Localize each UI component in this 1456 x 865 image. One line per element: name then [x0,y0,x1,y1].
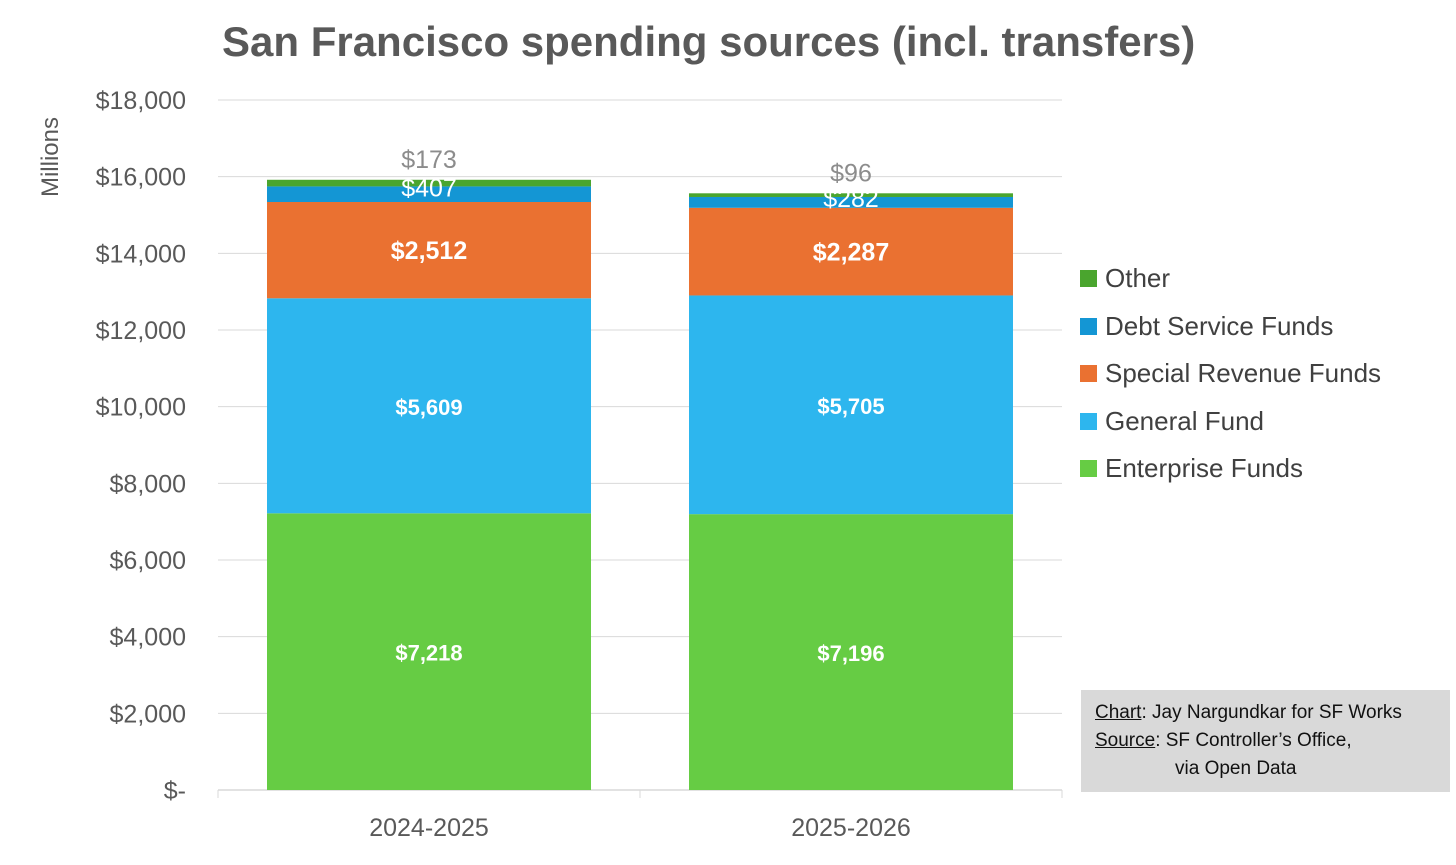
legend-label: Enterprise Funds [1105,453,1303,484]
legend-swatch [1080,317,1097,335]
y-tick-label: $2,000 [110,700,186,728]
data-label: $2,512 [391,237,467,265]
bars [267,179,1013,790]
x-axis-ticks: 2024-2025 2025-2026 [369,814,911,842]
data-label: $7,196 [817,641,884,666]
legend-swatch [1080,460,1097,478]
credit-source-value: : SF Controller’s Office, [1155,730,1352,751]
data-label: $96 [830,159,872,187]
credit-chart-value: : Jay Nargundkar for SF Works [1141,702,1402,723]
data-label: $407 [401,174,457,202]
bar-segment-enterprise-funds [267,513,591,790]
credit-chart-key: Chart [1095,702,1142,723]
x-tick-label: 2025-2026 [791,814,911,842]
legend-label: General Fund [1105,405,1264,436]
y-tick-label: $14,000 [96,240,186,268]
legend-item: Other [1080,255,1381,303]
legend-item: General Fund [1080,398,1381,446]
bar-segment-special-revenue-funds [267,202,591,299]
bar-segment-enterprise-funds [689,514,1013,790]
legend-label: Special Revenue Funds [1105,358,1382,389]
y-tick-label: $18,000 [96,87,186,115]
bar-segment-debt-service-funds [689,196,1013,208]
y-tick-label: $10,000 [96,394,186,422]
data-label: $5,705 [817,394,884,419]
legend-item: Debt Service Funds [1080,303,1381,351]
credit-source-key: Source [1095,730,1156,751]
bar-segment-special-revenue-funds [689,207,1013,296]
data-label: $173 [401,146,457,174]
y-tick-label: $12,000 [96,317,186,345]
bar-segment-general-fund [267,298,591,514]
chart-title: San Francisco spending sources (incl. tr… [222,18,1196,65]
bar-segment-debt-service-funds [267,186,591,203]
bar-segment-other [689,193,1013,197]
y-tick-label: $6,000 [110,547,186,575]
legend-item: Special Revenue Funds [1080,350,1381,398]
legend-swatch [1080,365,1097,383]
bar-segment-general-fund [689,295,1013,515]
legend-swatch [1080,412,1097,430]
legend-label: Debt Service Funds [1105,310,1334,341]
credit-source-line-2: via Open Data [1175,758,1297,779]
data-label: $5,609 [395,395,462,420]
credit-box: Chart: Jay Nargundkar for SF Works Sourc… [1081,690,1450,792]
data-label: $282 [823,185,879,213]
legend-item: Enterprise Funds [1080,445,1381,493]
legend-swatch [1080,270,1097,288]
data-label: $7,218 [395,641,462,666]
legend: Other Debt Service Funds Special Revenue F… [1080,255,1381,493]
y-axis-label: Millions [37,117,64,197]
data-label: $2,287 [813,239,889,267]
x-tick-label: 2024-2025 [369,814,489,842]
credit-chart-line: Chart: Jay Nargundkar for SF Works [1095,699,1450,727]
y-tick-label: $- [164,777,186,805]
bar-segment-other [267,179,591,187]
data-labels: $7,218 $5,609 $2,512 $407$173 $7,196 $5,705 $2… [391,146,889,666]
credit-source-line: Source: SF Controller’s Office, [1095,727,1450,755]
y-axis-ticks: $- $2,000 $4,000 $6,000 $8,000 $10,000 $12,000… [96,87,186,805]
y-tick-label: $8,000 [110,470,186,498]
y-tick-label: $4,000 [110,624,186,652]
y-tick-label: $16,000 [96,164,186,192]
legend-label: Other [1105,263,1171,294]
